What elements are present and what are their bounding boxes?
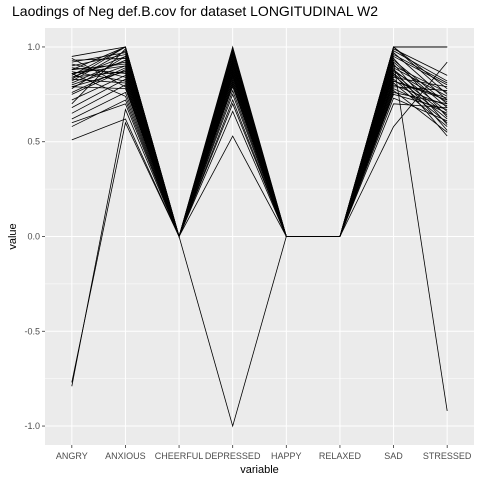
series-line <box>71 48 448 238</box>
x-tick-label: RELAXED <box>319 451 362 461</box>
x-tick-label: STRESSED <box>423 451 472 461</box>
series-line <box>71 68 448 383</box>
y-tick-label: 0.0 <box>27 232 40 242</box>
series-line <box>71 74 448 387</box>
x-tick-label: HAPPY <box>271 451 302 461</box>
y-tick-label: 0.5 <box>27 137 40 147</box>
series-line <box>71 61 448 238</box>
x-tick-label: DEPRESSED <box>205 451 261 461</box>
series-line <box>71 93 448 238</box>
x-tick-label: SAD <box>384 451 403 461</box>
series-line <box>71 57 448 238</box>
y-tick-label: 1.0 <box>27 42 40 52</box>
y-axis-title: value <box>7 223 19 249</box>
y-tick-label: -0.5 <box>24 326 40 336</box>
chart-title: Laodings of Neg def.B.cov for dataset LO… <box>12 3 378 19</box>
x-axis: ANGRY ANXIOUS CHEERFUL DEPRESSED HAPPY RELAXE… <box>56 445 472 461</box>
series-line <box>71 73 448 238</box>
y-axis: -1.0 -0.5 0.0 0.5 1.0 <box>24 42 45 431</box>
y-tick-label: -1.0 <box>24 421 40 431</box>
series-line <box>71 72 448 238</box>
series-line <box>71 60 448 411</box>
x-tick-label: ANXIOUS <box>105 451 146 461</box>
x-tick-label: ANGRY <box>56 451 88 461</box>
series-line <box>71 46 448 428</box>
series-line <box>71 85 448 238</box>
series-line <box>71 71 448 238</box>
series-line <box>71 55 448 238</box>
series-lines-layer <box>71 45 448 428</box>
x-axis-title: variable <box>240 464 279 476</box>
x-tick-label: CHEERFUL <box>155 451 204 461</box>
